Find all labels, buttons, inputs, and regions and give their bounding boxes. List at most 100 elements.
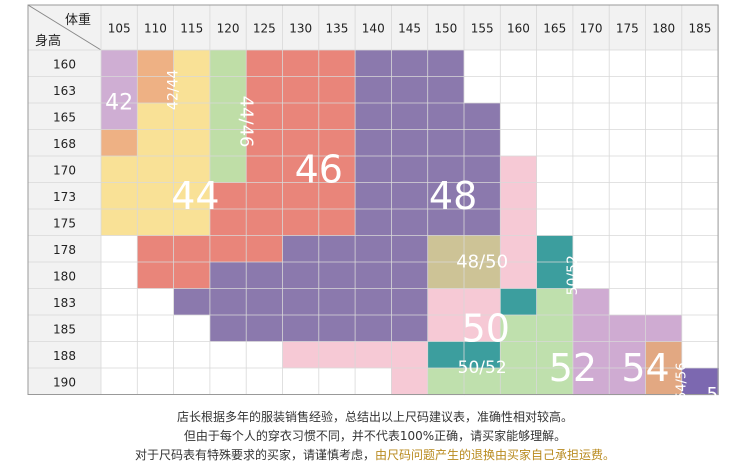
size-cell [500, 129, 538, 157]
axis-labels: 105 110 115 120 125 130 135 140 145 150 155 160 165 1… [53, 22, 711, 390]
size-cell [318, 288, 356, 316]
size-cell [246, 315, 284, 343]
size-cell [391, 182, 429, 210]
weight-tick-label: 180 [652, 22, 675, 36]
size-cell [500, 262, 538, 290]
size-cell [137, 288, 175, 316]
size-cell [609, 209, 647, 237]
size-cell [609, 50, 647, 78]
size-cell [101, 209, 138, 237]
size-cell [246, 129, 284, 157]
size-cell [318, 235, 356, 263]
size-cell [318, 156, 356, 184]
size-cell [282, 156, 320, 184]
size-cell [209, 76, 247, 104]
weight-tick-label: 150 [434, 22, 457, 36]
weight-tick-label: 160 [507, 22, 530, 36]
size-cell [137, 50, 175, 78]
size-cell [173, 341, 211, 369]
size-cell [427, 50, 465, 78]
size-cell [318, 129, 356, 157]
size-cell [355, 288, 392, 316]
height-tick-label: 190 [53, 375, 76, 389]
size-cell [391, 209, 429, 237]
size-cell [355, 368, 392, 396]
size-cell [355, 341, 392, 369]
size-cell [609, 288, 647, 316]
size-cell [209, 103, 247, 131]
size-cell [536, 103, 574, 131]
note-line-3: 对于尺码表有特殊要求的买家，请谨慎考虑，由尺码问题产生的退换由买家自己承担运费。 [0, 446, 750, 465]
note-line-1: 店长根据多年的服装销售经验，总结出以上尺码建议表，准确性相对较高。 [176, 410, 573, 424]
size-cell [464, 235, 501, 263]
size-cell [681, 156, 719, 184]
size-cell [500, 50, 538, 78]
size-cell [681, 368, 719, 396]
size-cell [645, 341, 683, 369]
size-cell [464, 103, 501, 131]
size-cell [355, 103, 392, 131]
size-cell [391, 262, 429, 290]
note-line-2: 但由于每个人的穿衣习惯不同，并不代表100%正确，请买家能够理解。 [183, 429, 567, 443]
size-cell [391, 341, 429, 369]
size-cell [173, 262, 211, 290]
size-cell [355, 156, 392, 184]
size-cell [391, 103, 429, 131]
size-cell [173, 76, 211, 104]
size-cell [101, 368, 138, 396]
size-cell [609, 182, 647, 210]
size-cell [173, 288, 211, 316]
size-cell [391, 235, 429, 263]
size-cell [246, 182, 284, 210]
size-cell [318, 76, 356, 104]
note-line-3-main: 对于尺码表有特殊要求的买家，请谨慎考虑， [134, 448, 375, 462]
size-cell [246, 76, 284, 104]
size-cell [101, 129, 138, 157]
weight-tick-label: 125 [253, 22, 276, 36]
size-cell [572, 156, 610, 184]
weight-tick-label: 130 [289, 22, 312, 36]
size-cell [427, 288, 465, 316]
size-cell [101, 182, 138, 210]
size-cell [572, 209, 610, 237]
size-cell [137, 182, 175, 210]
size-cell [391, 368, 429, 396]
size-cell [609, 103, 647, 131]
size-cell [282, 288, 320, 316]
size-cell [282, 341, 320, 369]
weight-tick-label: 170 [580, 22, 603, 36]
size-cell [500, 156, 538, 184]
size-cell [645, 182, 683, 210]
size-cell [645, 262, 683, 290]
size-cell [427, 368, 465, 396]
size-cell [536, 368, 574, 396]
size-cell [427, 235, 465, 263]
size-cell [645, 235, 683, 263]
size-cell [536, 156, 574, 184]
size-cell [137, 129, 175, 157]
size-cell [572, 315, 610, 343]
height-tick-label: 180 [53, 269, 76, 283]
size-cell [681, 209, 719, 237]
size-cell [645, 76, 683, 104]
size-cell [427, 341, 465, 369]
size-cell [609, 368, 647, 396]
size-cell [101, 156, 138, 184]
size-cell [137, 76, 175, 104]
size-cell [645, 50, 683, 78]
size-cell [572, 50, 610, 78]
size-cell [645, 209, 683, 237]
size-cell [645, 315, 683, 343]
size-label: 48 [429, 174, 477, 218]
size-cell [355, 209, 392, 237]
size-cell [282, 103, 320, 131]
size-cell [536, 315, 574, 343]
size-cell [355, 262, 392, 290]
height-tick-label: 165 [53, 110, 76, 124]
size-cell [282, 50, 320, 78]
size-label: 48/50 [456, 252, 508, 273]
size-cell [609, 235, 647, 263]
size-cell [391, 50, 429, 78]
size-cell [536, 262, 574, 290]
size-cell [609, 341, 647, 369]
